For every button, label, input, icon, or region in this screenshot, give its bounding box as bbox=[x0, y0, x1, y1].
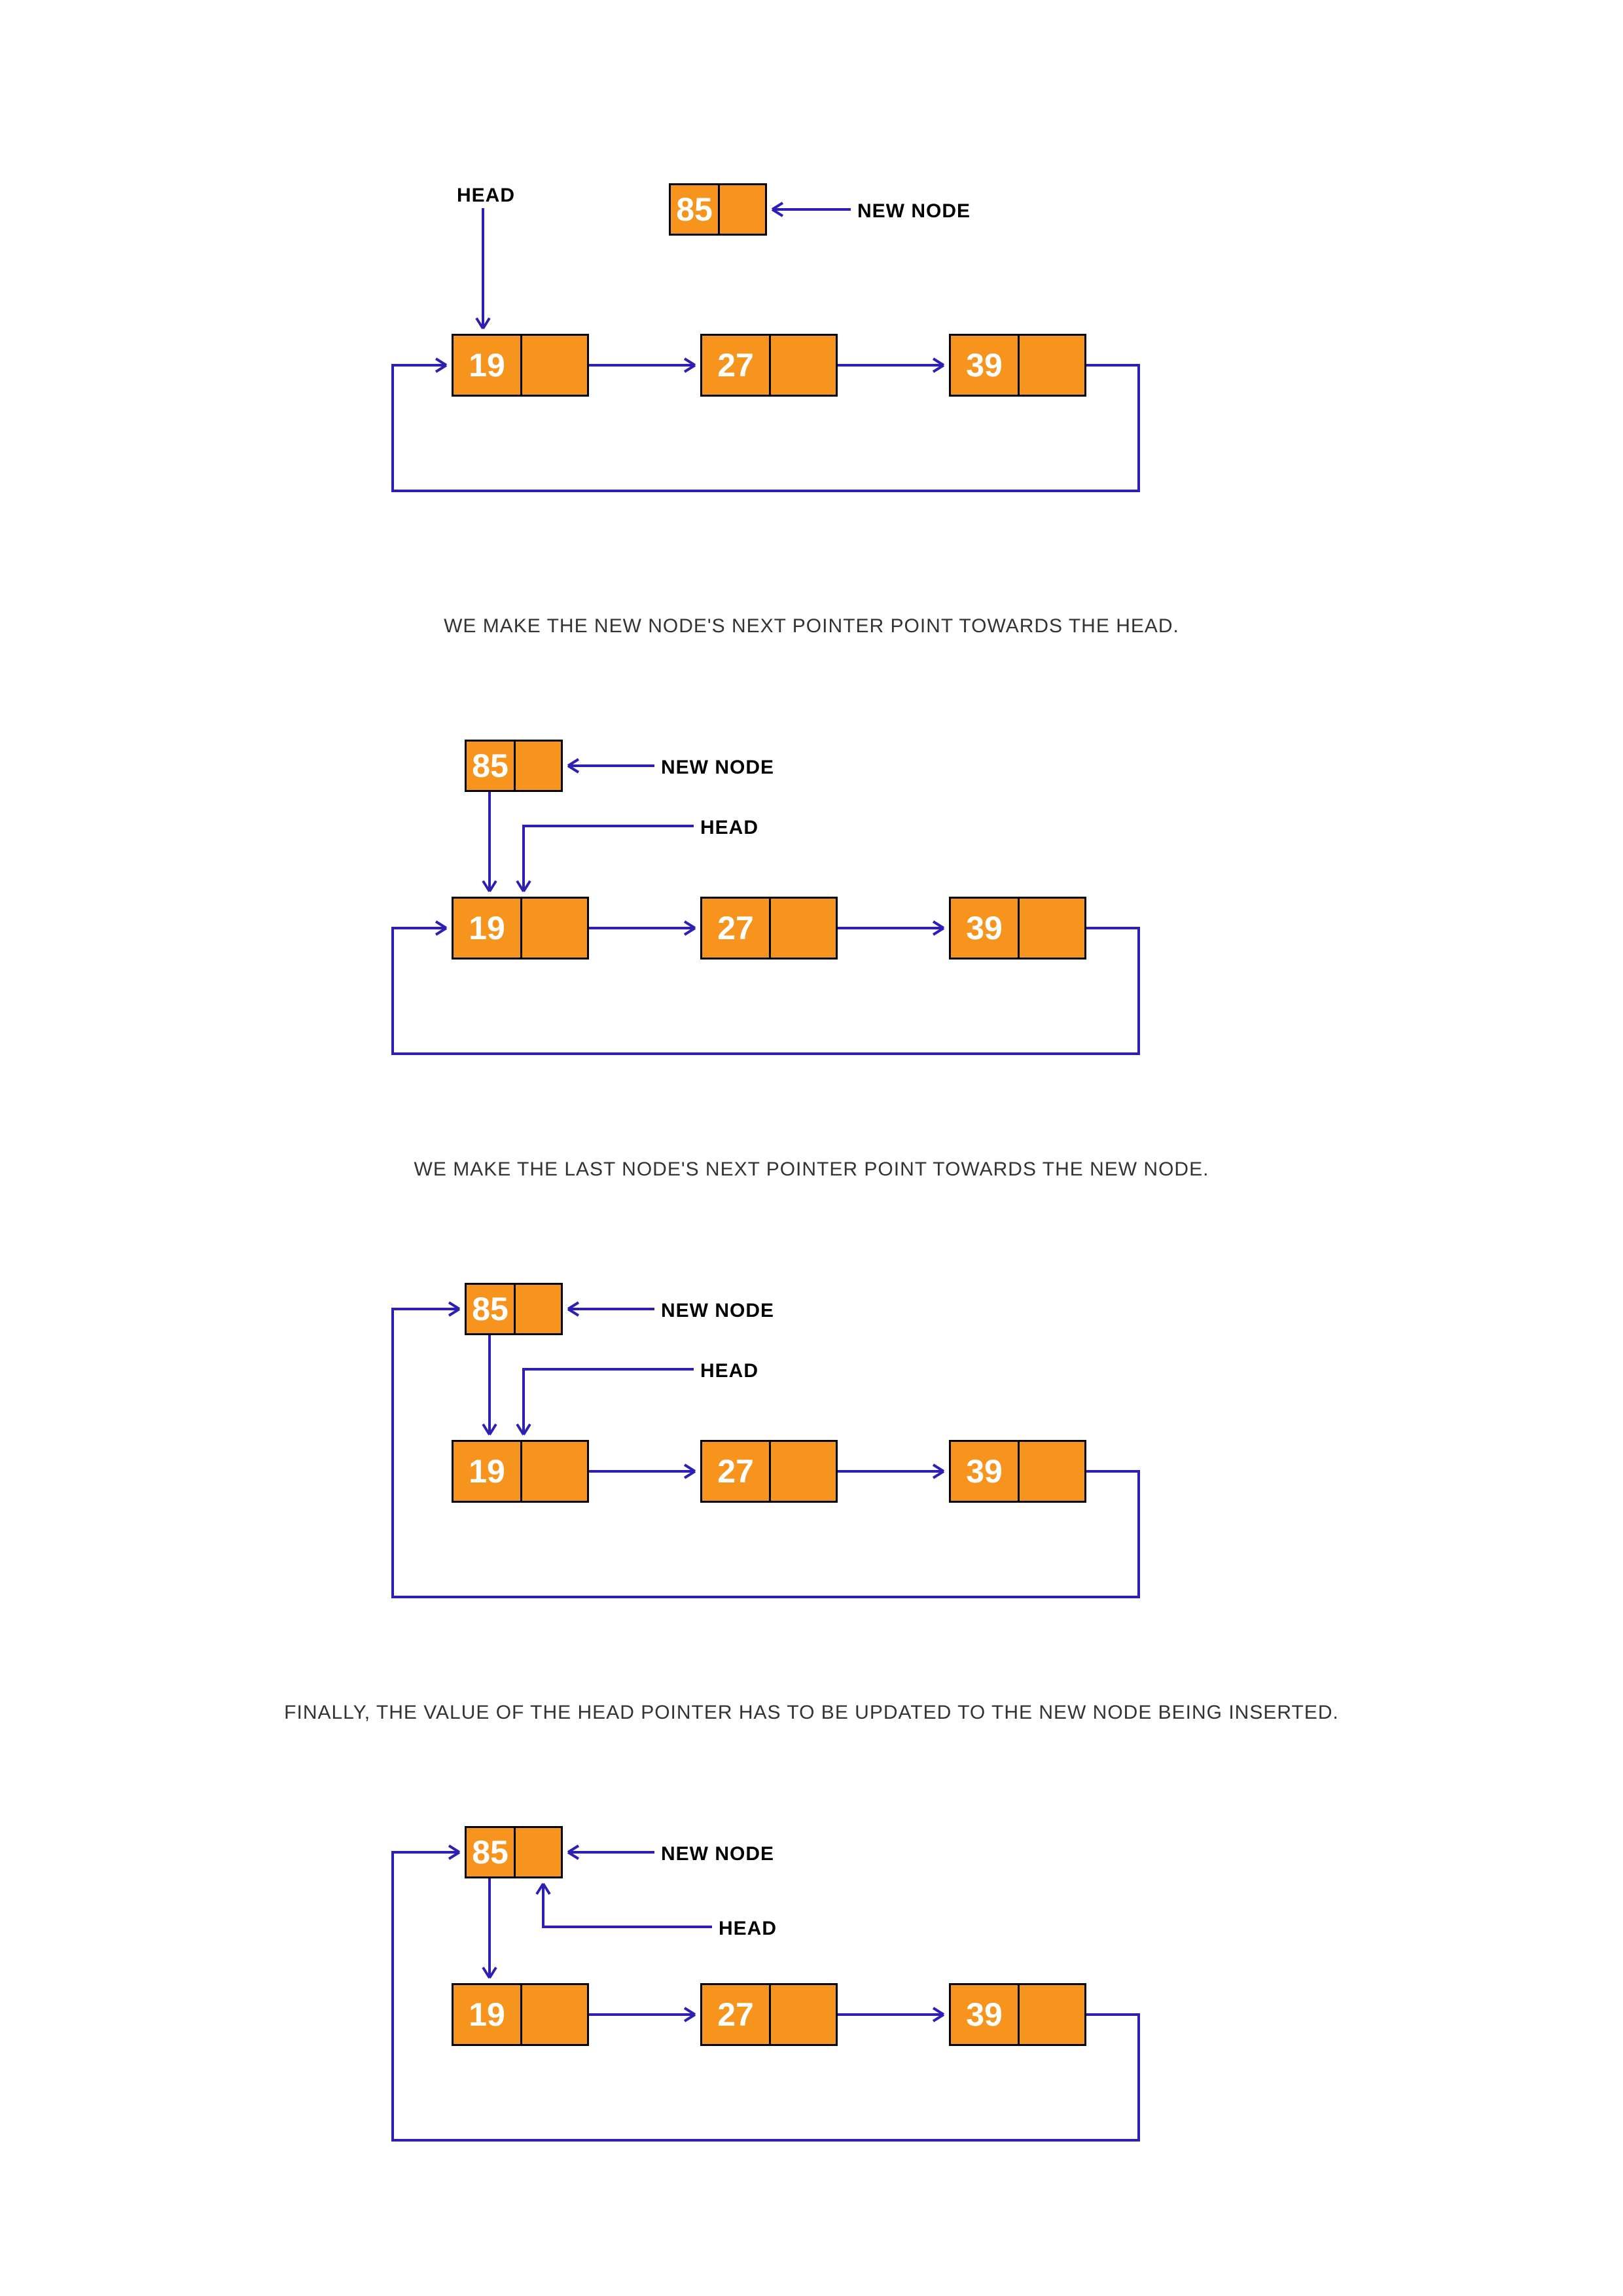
list-node: 85 bbox=[669, 183, 767, 236]
head-label: HEAD bbox=[700, 1360, 758, 1382]
node-next-pointer bbox=[771, 336, 836, 395]
new-node-label: NEW NODE bbox=[661, 757, 774, 779]
list-node: 27 bbox=[700, 334, 838, 397]
list-node: 27 bbox=[700, 897, 838, 960]
node-value: 19 bbox=[454, 336, 522, 395]
node-next-pointer bbox=[1020, 336, 1084, 395]
node-value: 27 bbox=[702, 1442, 771, 1501]
caption-2: WE MAKE THE LAST NODE'S NEXT POINTER POI… bbox=[0, 1158, 1623, 1181]
node-next-pointer bbox=[522, 1442, 587, 1501]
list-node: 19 bbox=[452, 1983, 589, 2046]
node-value: 39 bbox=[951, 336, 1020, 395]
new-node-label: NEW NODE bbox=[857, 200, 971, 223]
node-value: 27 bbox=[702, 336, 771, 395]
node-next-pointer bbox=[1020, 899, 1084, 958]
node-next-pointer bbox=[516, 1285, 561, 1333]
caption-3: FINALLY, THE VALUE OF THE HEAD POINTER H… bbox=[0, 1702, 1623, 1724]
list-node: 19 bbox=[452, 1440, 589, 1503]
node-value: 19 bbox=[454, 1442, 522, 1501]
node-next-pointer bbox=[522, 336, 587, 395]
node-next-pointer bbox=[516, 1828, 561, 1876]
node-value: 27 bbox=[702, 1985, 771, 2044]
new-node-label: NEW NODE bbox=[661, 1300, 774, 1322]
node-value: 85 bbox=[467, 742, 516, 790]
node-next-pointer bbox=[1020, 1985, 1084, 2044]
list-node: 85 bbox=[465, 740, 563, 792]
list-node: 39 bbox=[949, 334, 1086, 397]
node-value: 39 bbox=[951, 1442, 1020, 1501]
node-next-pointer bbox=[771, 1985, 836, 2044]
node-value: 19 bbox=[454, 1985, 522, 2044]
diagram-canvas: WE MAKE THE NEW NODE'S NEXT POINTER POIN… bbox=[0, 0, 1623, 2296]
head-label: HEAD bbox=[700, 817, 758, 839]
list-node: 39 bbox=[949, 1440, 1086, 1503]
list-node: 39 bbox=[949, 1983, 1086, 2046]
node-next-pointer bbox=[522, 1985, 587, 2044]
node-next-pointer bbox=[522, 899, 587, 958]
list-node: 85 bbox=[465, 1826, 563, 1878]
new-node-label: NEW NODE bbox=[661, 1843, 774, 1865]
node-next-pointer bbox=[771, 899, 836, 958]
list-node: 85 bbox=[465, 1283, 563, 1335]
node-next-pointer bbox=[720, 185, 765, 234]
node-value: 85 bbox=[467, 1285, 516, 1333]
head-label: HEAD bbox=[719, 1918, 777, 1940]
node-value: 27 bbox=[702, 899, 771, 958]
node-value: 39 bbox=[951, 899, 1020, 958]
list-node: 19 bbox=[452, 897, 589, 960]
node-value: 39 bbox=[951, 1985, 1020, 2044]
node-value: 85 bbox=[467, 1828, 516, 1876]
list-node: 39 bbox=[949, 897, 1086, 960]
node-next-pointer bbox=[516, 742, 561, 790]
list-node: 19 bbox=[452, 334, 589, 397]
caption-1: WE MAKE THE NEW NODE'S NEXT POINTER POIN… bbox=[0, 615, 1623, 637]
list-node: 27 bbox=[700, 1440, 838, 1503]
list-node: 27 bbox=[700, 1983, 838, 2046]
node-next-pointer bbox=[1020, 1442, 1084, 1501]
node-value: 19 bbox=[454, 899, 522, 958]
head-label: HEAD bbox=[457, 185, 515, 207]
node-next-pointer bbox=[771, 1442, 836, 1501]
node-value: 85 bbox=[671, 185, 720, 234]
